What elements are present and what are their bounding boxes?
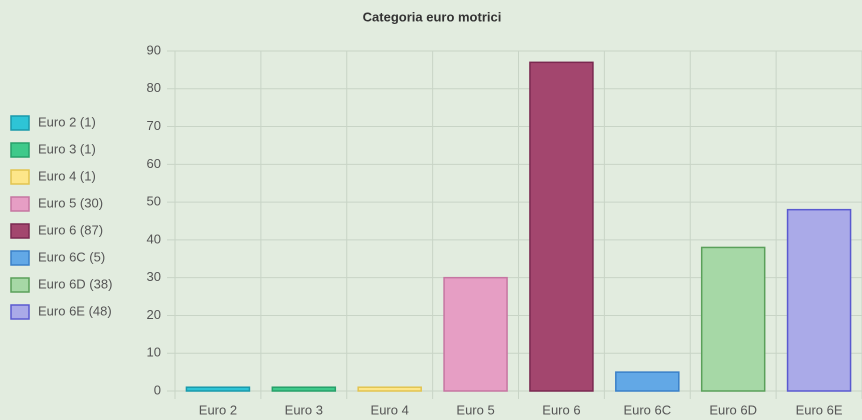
bar xyxy=(615,371,680,392)
y-tick-label: 20 xyxy=(147,307,161,322)
legend-label: Euro 6 (87) xyxy=(38,222,103,237)
y-tick-label: 90 xyxy=(147,42,161,57)
legend-label: Euro 6C (5) xyxy=(38,249,105,264)
bar xyxy=(357,386,422,392)
x-tick-label: Euro 6C xyxy=(623,402,671,417)
bar xyxy=(700,246,766,392)
legend-label: Euro 4 (1) xyxy=(38,168,96,183)
legend-swatch xyxy=(10,250,30,266)
x-tick-label: Euro 6E xyxy=(796,402,843,417)
x-tick-label: Euro 4 xyxy=(371,402,409,417)
y-tick-label: 50 xyxy=(147,194,161,209)
y-tick-label: 60 xyxy=(147,156,161,171)
y-tick-label: 80 xyxy=(147,80,161,95)
legend-label: Euro 6E (48) xyxy=(38,303,112,318)
x-tick-label: Euro 6 xyxy=(542,402,580,417)
legend-swatch xyxy=(10,169,30,185)
legend-swatch xyxy=(10,304,30,320)
x-tick-label: Euro 6D xyxy=(709,402,757,417)
bar xyxy=(271,386,337,392)
y-tick-label: 10 xyxy=(147,345,161,360)
legend-label: Euro 3 (1) xyxy=(38,141,96,156)
x-tick-label: Euro 3 xyxy=(285,402,323,417)
bar xyxy=(443,276,508,392)
y-tick-label: 30 xyxy=(147,269,161,284)
legend-swatch xyxy=(10,223,30,239)
y-tick-label: 40 xyxy=(147,231,161,246)
legend-label: Euro 6D (38) xyxy=(38,276,112,291)
bar xyxy=(786,208,852,392)
x-tick-label: Euro 5 xyxy=(456,402,494,417)
chart-title: Categoria euro motrici xyxy=(363,9,502,24)
legend-label: Euro 2 (1) xyxy=(38,114,96,129)
x-tick-label: Euro 2 xyxy=(199,402,237,417)
legend-label: Euro 5 (30) xyxy=(38,195,103,210)
legend-swatch xyxy=(10,142,30,158)
y-tick-label: 70 xyxy=(147,118,161,133)
legend-swatch xyxy=(10,277,30,293)
legend-swatch xyxy=(10,196,30,212)
bar xyxy=(185,386,251,392)
bar xyxy=(529,61,594,392)
legend-swatch xyxy=(10,115,30,131)
y-tick-label: 0 xyxy=(154,382,161,397)
